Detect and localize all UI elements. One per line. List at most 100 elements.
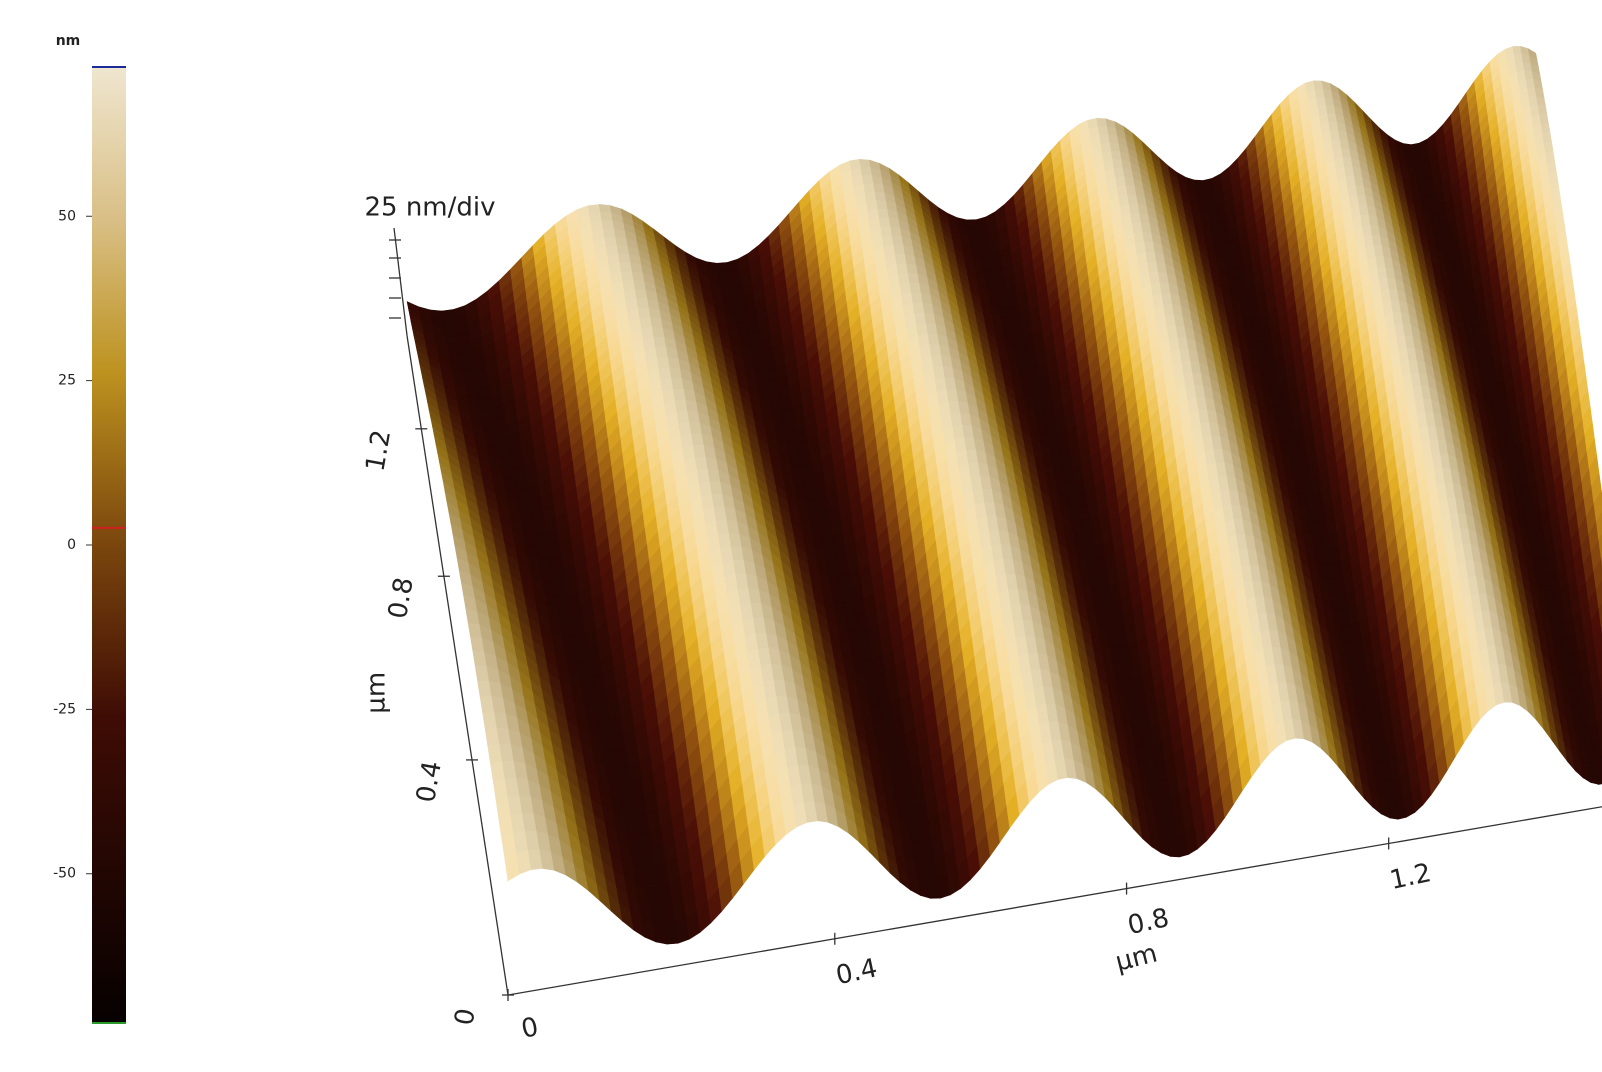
- surface-cell: [982, 253, 993, 262]
- surface-cell: [1129, 204, 1140, 214]
- surface-cell: [1536, 96, 1545, 106]
- surface-cell: [860, 159, 871, 167]
- surface-cell: [499, 447, 512, 458]
- surface-cell: [482, 417, 495, 427]
- colorbar: [92, 67, 126, 1023]
- surface-cell: [445, 327, 458, 336]
- surface-cell: [550, 556, 563, 571]
- surface-cell: [784, 420, 796, 432]
- surface-cell: [770, 401, 782, 412]
- surface-cell: [462, 361, 475, 370]
- surface-cell: [767, 380, 779, 391]
- surface-cell: [737, 323, 749, 333]
- surface-cell: [533, 522, 546, 535]
- surface-cell: [995, 279, 1006, 290]
- surface-cell: [913, 303, 925, 314]
- surface-cell: [720, 280, 732, 289]
- surface-cell: [460, 352, 473, 362]
- surface-cell: [442, 310, 455, 320]
- surface-cell: [968, 228, 979, 237]
- surface-cell: [876, 200, 887, 209]
- surface-cell: [446, 336, 459, 345]
- surface-cell: [500, 458, 513, 469]
- surface-cell: [754, 361, 766, 371]
- surface-cell: [782, 409, 794, 422]
- surface-cell: [654, 337, 667, 347]
- surface-cell: [781, 398, 793, 411]
- surface-cell: [1542, 132, 1551, 143]
- surface-cell: [749, 331, 761, 342]
- colorbar-tick-label: 25: [58, 373, 76, 389]
- surface-cell: [1011, 317, 1022, 328]
- surface-cell: [1539, 114, 1548, 123]
- surface-cell: [879, 218, 890, 228]
- surface-cell: [632, 271, 644, 281]
- surface-cell: [1195, 180, 1205, 189]
- surface-cell: [878, 209, 889, 218]
- surface-cell: [1025, 345, 1036, 358]
- surface-cell: [519, 501, 532, 512]
- surface-cell: [911, 293, 922, 303]
- surface-cell: [638, 308, 650, 319]
- surface-cell: [801, 464, 813, 477]
- surface-cell: [897, 263, 908, 274]
- surface-cell: [764, 359, 776, 371]
- surface-cell: [478, 388, 491, 399]
- surface-cell: [677, 411, 690, 424]
- surface-cell: [537, 547, 550, 559]
- surface-cell: [512, 455, 525, 468]
- surface-cell: [659, 368, 672, 381]
- surface-cell: [894, 245, 905, 255]
- surface-cell: [657, 357, 670, 369]
- surface-cell: [673, 389, 686, 400]
- surface-cell: [1538, 105, 1547, 115]
- surface-cell: [874, 184, 885, 193]
- surface-cell: [635, 289, 647, 299]
- surface-cell: [443, 318, 456, 327]
- surface-cell: [733, 296, 745, 306]
- colorbar-tick-label: 50: [58, 208, 76, 224]
- surface-cell: [750, 341, 762, 351]
- surface-cell: [734, 305, 746, 314]
- afm-view: nm 50250-25-50 25 nm/div 00.40.81.2µm00.…: [0, 0, 1602, 1072]
- surface-cell: [495, 426, 508, 438]
- surface-cell: [1206, 196, 1216, 205]
- surface-cell: [539, 559, 552, 572]
- surface-cell: [520, 512, 533, 524]
- surface-cell: [1207, 205, 1217, 214]
- surface-cell: [1116, 177, 1127, 187]
- surface-cell: [603, 229, 615, 238]
- surface-cell: [731, 287, 743, 297]
- surface-cell: [752, 351, 764, 361]
- surface-cell: [1219, 222, 1229, 233]
- colorbar-unit: nm: [56, 33, 81, 49]
- surface-cell: [1114, 168, 1125, 177]
- surface-cell: [494, 415, 507, 427]
- surface-cell: [497, 437, 510, 448]
- surface-cell: [517, 489, 530, 501]
- surface-cell: [862, 176, 873, 185]
- surface-cell: [1132, 223, 1143, 234]
- surface-cell: [599, 204, 611, 213]
- surface-cell: [799, 452, 811, 466]
- surface-cell: [640, 317, 652, 328]
- surface-cell: [915, 313, 927, 325]
- surface-cell: [479, 398, 492, 408]
- surface-cell: [618, 254, 630, 263]
- surface-cell: [769, 390, 781, 401]
- surface-cell: [895, 254, 906, 264]
- surface-cell: [515, 478, 528, 490]
- surface-cell: [513, 467, 526, 480]
- surface-cell: [787, 443, 799, 454]
- surface-cell: [1205, 187, 1215, 197]
- surface-cell: [1315, 89, 1325, 98]
- surface-cell: [652, 327, 664, 337]
- surface-cell: [1411, 143, 1420, 153]
- surface-cell: [861, 167, 872, 175]
- surface-cell: [602, 221, 614, 230]
- surface-cell: [463, 371, 476, 380]
- surface-cell: [983, 262, 994, 271]
- surface-cell: [1000, 308, 1011, 318]
- surface-cell: [634, 280, 646, 290]
- surface-cell: [601, 212, 613, 220]
